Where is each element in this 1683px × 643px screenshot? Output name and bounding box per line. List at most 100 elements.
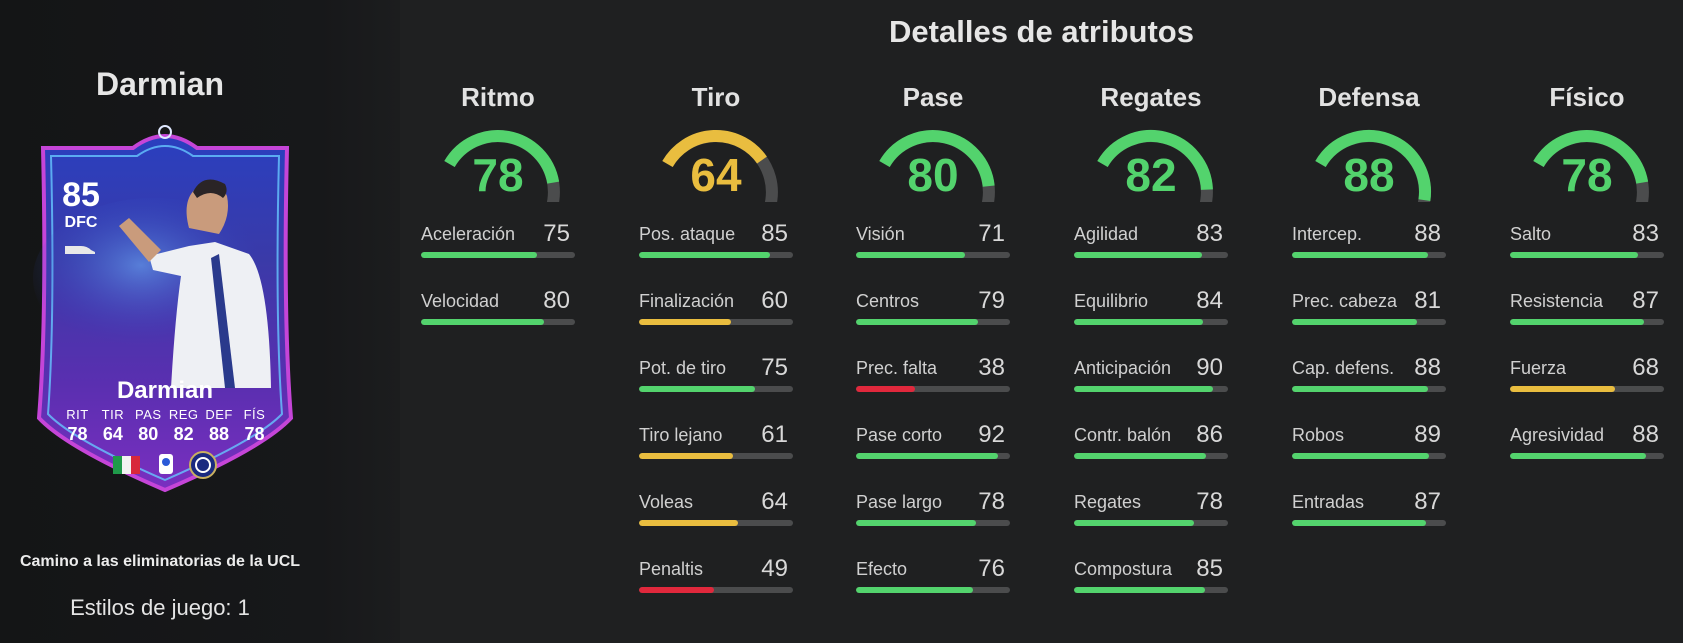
attribute-row[interactable]: Tiro lejano 61 xyxy=(636,413,796,480)
attribute-bar xyxy=(856,386,1010,392)
serie-a-icon xyxy=(159,454,173,474)
gauge-arc xyxy=(1097,130,1213,202)
attribute-row[interactable]: Contr. balón 86 xyxy=(1071,413,1231,480)
attribute-bar-fill xyxy=(1074,587,1205,593)
attribute-row[interactable]: Penaltis 49 xyxy=(636,547,796,614)
attribute-row[interactable]: Efecto 76 xyxy=(853,547,1013,614)
attribute-row[interactable]: Visión 71 xyxy=(853,212,1013,279)
attribute-bar xyxy=(639,520,793,526)
attribute-bar xyxy=(1074,386,1228,392)
attribute-value: 83 xyxy=(1196,220,1223,247)
attribute-row[interactable]: Intercep. 88 xyxy=(1289,212,1449,279)
attribute-value: 88 xyxy=(1414,354,1441,381)
attribute-bar-fill xyxy=(1074,319,1204,325)
attribute-bar-fill xyxy=(421,319,545,325)
attribute-bar-fill xyxy=(856,520,977,526)
attribute-bar-fill xyxy=(1292,386,1428,392)
attribute-row[interactable]: Pos. ataque 85 xyxy=(636,212,796,279)
attribute-bar-fill xyxy=(1074,386,1213,392)
attribute-name: Pos. ataque xyxy=(639,224,736,244)
card-position: DFC xyxy=(64,214,98,231)
attribute-row[interactable]: Agresividad 88 xyxy=(1507,413,1667,480)
attribute-row[interactable]: Cap. defens. 88 xyxy=(1289,346,1449,413)
attribute-list: Pos. ataque 85 Finalización 60 Pot. de tiro 7… xyxy=(636,212,796,614)
attribute-row[interactable]: Compostura 85 xyxy=(1071,547,1231,614)
attribute-row[interactable]: Equilibrio 84 xyxy=(1071,279,1231,346)
category-gauge: 82 xyxy=(1086,122,1216,202)
attribute-row[interactable]: Anticipación 90 xyxy=(1071,346,1231,413)
attribute-name: Pot. de tiro xyxy=(639,358,727,378)
attribute-name: Entradas xyxy=(1292,492,1365,512)
attribute-row[interactable]: Regates 78 xyxy=(1071,480,1231,547)
attribute-row[interactable]: Entradas 87 xyxy=(1289,480,1449,547)
attribute-bar-fill xyxy=(856,386,915,392)
attribute-bar xyxy=(421,252,575,258)
attribute-value: 78 xyxy=(978,488,1005,515)
gauge-arc xyxy=(879,130,995,202)
card-player-name: Darmian xyxy=(116,377,214,404)
attribute-bar xyxy=(1510,453,1664,459)
category-value: 78 xyxy=(1561,149,1613,201)
attribute-value: 61 xyxy=(761,421,788,448)
card-stat: DEF 88 xyxy=(205,407,233,444)
attribute-row[interactable]: Pot. de tiro 75 xyxy=(636,346,796,413)
attribute-list: Agilidad 83 Equilibrio 84 Anticipación 90 Cont… xyxy=(1071,212,1231,614)
attribute-row[interactable]: Prec. falta 38 xyxy=(853,346,1013,413)
category-value: 82 xyxy=(1125,149,1177,201)
attribute-row[interactable]: Aceleración 75 xyxy=(418,212,578,279)
category-gauge: 78 xyxy=(433,122,563,202)
attribute-bar xyxy=(1292,520,1446,526)
card-stats-row: RIT 78 TIR 64 PAS 80 REG 82 DEF 88 FÍS 78 xyxy=(61,407,271,445)
gauge-arc xyxy=(1533,130,1649,202)
attribute-row[interactable]: Centros 79 xyxy=(853,279,1013,346)
attribute-value: 92 xyxy=(978,421,1005,448)
attribute-list: Salto 83 Resistencia 87 Fuerza 68 Agresividad 8… xyxy=(1507,212,1667,480)
attribute-row[interactable]: Pase largo 78 xyxy=(853,480,1013,547)
attribute-value: 85 xyxy=(1196,555,1223,582)
attribute-value: 75 xyxy=(761,354,788,381)
playstyles-count[interactable]: Estilos de juego: 1 xyxy=(70,595,250,620)
player-card[interactable]: 85 DFC Darmian RIT 78 TIR 64 PAS 80 REG 82 D… xyxy=(33,118,297,496)
attribute-row[interactable]: Fuerza 68 xyxy=(1507,346,1667,413)
inter-crest-icon xyxy=(189,451,217,479)
player-photo xyxy=(119,179,271,388)
boot-icon xyxy=(65,246,95,254)
card-stat: FÍS 78 xyxy=(243,407,266,444)
attribute-bar xyxy=(639,319,793,325)
attribute-bar-fill xyxy=(856,252,966,258)
category-value: 80 xyxy=(907,149,959,201)
attribute-row[interactable]: Salto 83 xyxy=(1507,212,1667,279)
category-value: 88 xyxy=(1343,149,1395,201)
card-stat: REG 82 xyxy=(168,407,199,444)
attribute-row[interactable]: Velocidad 80 xyxy=(418,279,578,346)
attribute-list: Intercep. 88 Prec. cabeza 81 Cap. defens. 88 R… xyxy=(1289,212,1449,547)
attribute-value: 80 xyxy=(543,287,570,314)
attribute-bar-fill xyxy=(1292,453,1430,459)
attributes-title: Detalles de atributos xyxy=(889,14,1194,49)
category-gauge: 78 xyxy=(1522,122,1652,202)
card-rating: 85 xyxy=(62,176,100,214)
attribute-row[interactable]: Pase corto 92 xyxy=(853,413,1013,480)
card-stat: PAS 80 xyxy=(135,407,162,444)
attribute-row[interactable]: Resistencia 87 xyxy=(1507,279,1667,346)
attribute-bar-fill xyxy=(856,587,974,593)
attribute-row[interactable]: Finalización 60 xyxy=(636,279,796,346)
attribute-value: 83 xyxy=(1632,220,1659,247)
attribute-row[interactable]: Robos 89 xyxy=(1289,413,1449,480)
attribute-bar-fill xyxy=(639,252,770,258)
attribute-row[interactable]: Voleas 64 xyxy=(636,480,796,547)
attribute-value: 85 xyxy=(761,220,788,247)
attribute-row[interactable]: Prec. cabeza 81 xyxy=(1289,279,1449,346)
attribute-bar xyxy=(1292,453,1446,459)
attribute-bar-fill xyxy=(1074,252,1202,258)
attribute-name: Finalización xyxy=(639,291,735,311)
attribute-bar xyxy=(1510,386,1664,392)
attribute-name: Anticipación xyxy=(1074,358,1172,378)
category-column-5: Físico 78 Salto 83 Resistencia 87 Fuerza 68 Agre… xyxy=(1507,82,1667,480)
category-column-2: Pase 80 Visión 71 Centros 79 Prec. falta 38 Pase… xyxy=(853,82,1013,614)
card-type-label: Camino a las eliminatorias de la UCL xyxy=(19,553,301,570)
category-column-4: Defensa 88 Intercep. 88 Prec. cabeza 81 Cap. d… xyxy=(1289,82,1449,547)
attribute-bar xyxy=(1074,252,1228,258)
ucl-star-icon xyxy=(158,125,172,139)
attribute-row[interactable]: Agilidad 83 xyxy=(1071,212,1231,279)
